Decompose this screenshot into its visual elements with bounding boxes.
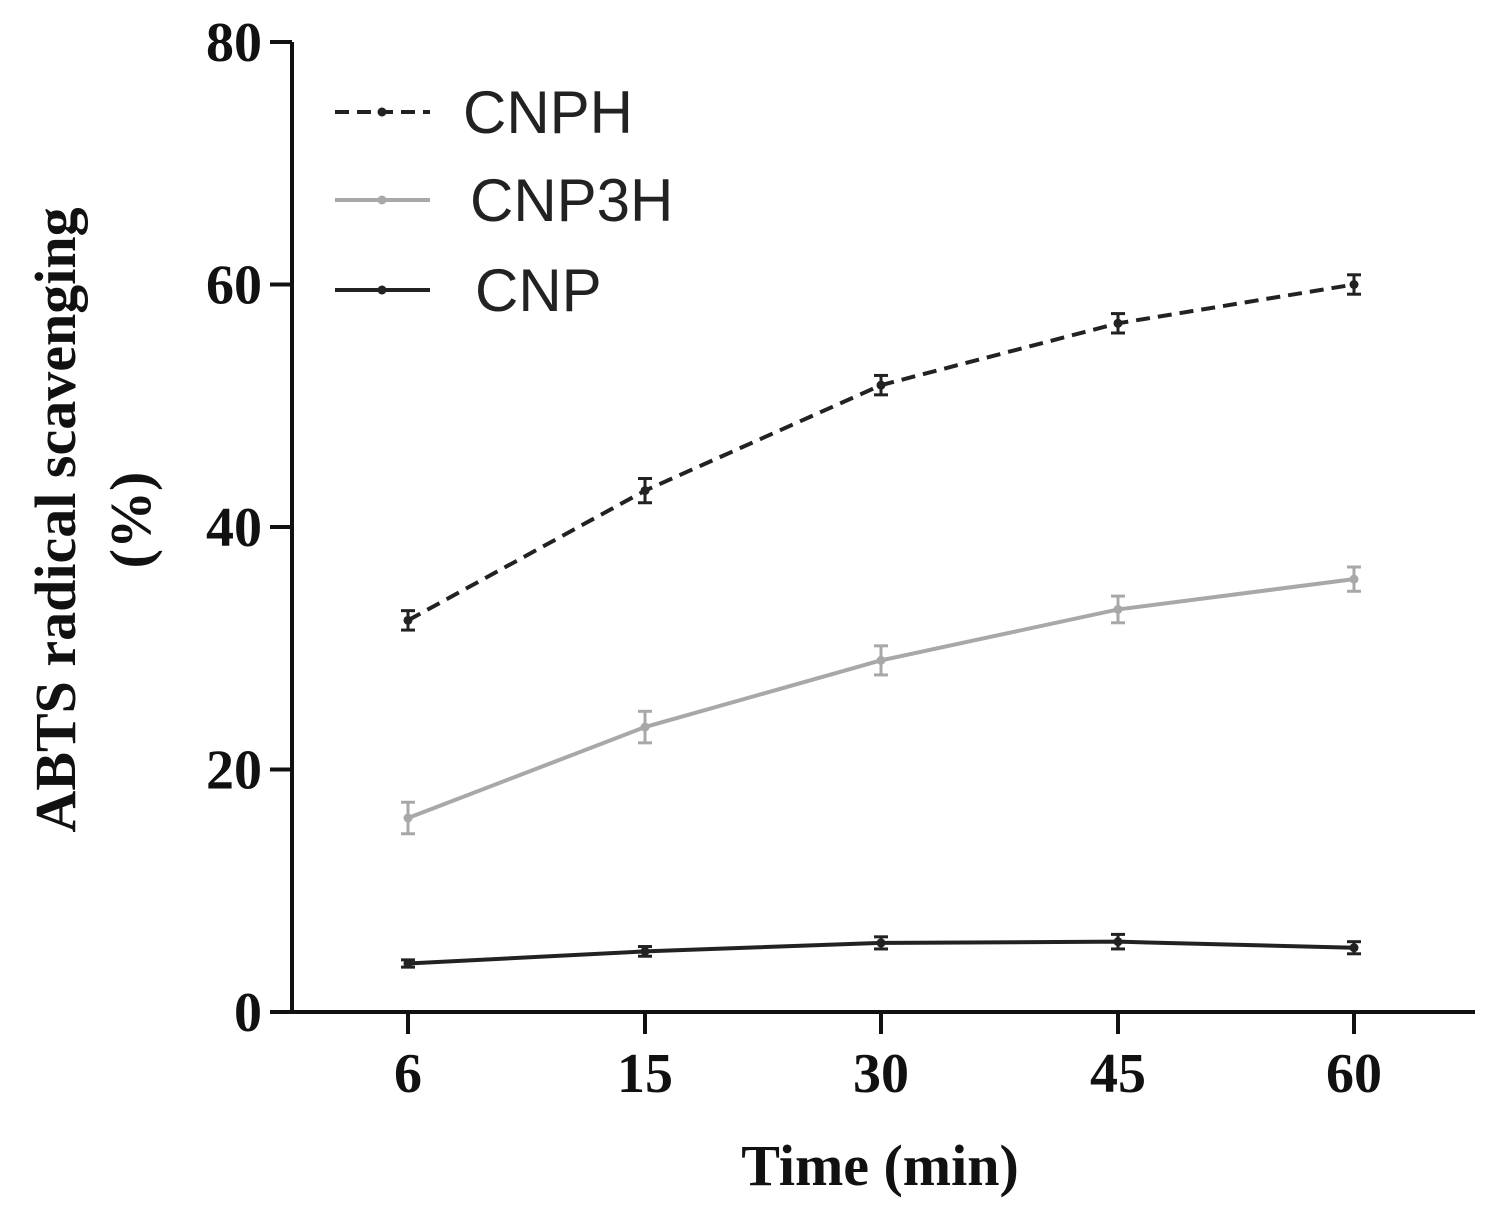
y-tick-label: 80 <box>206 12 262 74</box>
data-point <box>1113 937 1123 947</box>
data-point <box>403 959 413 968</box>
x-axis-title: Time (min) <box>741 1133 1019 1198</box>
legend-marker <box>377 285 387 295</box>
x-tick-label: 6 <box>394 1043 422 1105</box>
y-tick-label: 0 <box>234 982 262 1044</box>
legend-label-cnph: CNPH <box>463 79 633 146</box>
series-cnp <box>401 932 1361 969</box>
legend-marker <box>377 195 387 205</box>
axes: 0 20 40 60 80 6 15 30 45 60 <box>206 12 1475 1105</box>
data-point <box>640 722 650 732</box>
y-tick-label: 20 <box>206 740 262 802</box>
legend: CNPH CNP3H CNP <box>335 79 673 324</box>
data-point <box>1113 318 1123 328</box>
data-point <box>1349 280 1359 289</box>
data-point <box>1349 943 1359 953</box>
series-line-cnph <box>407 282 1355 623</box>
legend-label-cnp: CNP <box>475 257 602 324</box>
data-point <box>403 615 413 625</box>
x-tick-label: 45 <box>1090 1043 1146 1105</box>
series-cnp3h <box>401 565 1361 836</box>
y-axis-title-line2: (%) <box>98 472 163 569</box>
data-point <box>876 380 886 390</box>
y-axis-title-line1: ABTS radical scavenging <box>23 207 88 832</box>
series-line-cnp3h <box>407 577 1355 820</box>
data-point <box>1349 574 1359 584</box>
series-layer <box>401 273 1361 969</box>
data-point <box>640 946 650 956</box>
x-tick-label: 30 <box>853 1043 909 1105</box>
y-tick-label: 60 <box>206 255 262 317</box>
y-tick-label: 40 <box>206 497 262 559</box>
data-point <box>640 486 650 496</box>
legend-marker <box>377 107 387 117</box>
legend-label-cnp3h: CNP3H <box>470 167 673 234</box>
data-point <box>1113 604 1123 614</box>
x-tick-label: 60 <box>1326 1043 1382 1105</box>
data-point <box>403 813 413 823</box>
data-point <box>876 655 886 665</box>
data-point <box>876 938 886 948</box>
x-tick-label: 15 <box>617 1043 673 1105</box>
series-cnph <box>401 273 1361 632</box>
